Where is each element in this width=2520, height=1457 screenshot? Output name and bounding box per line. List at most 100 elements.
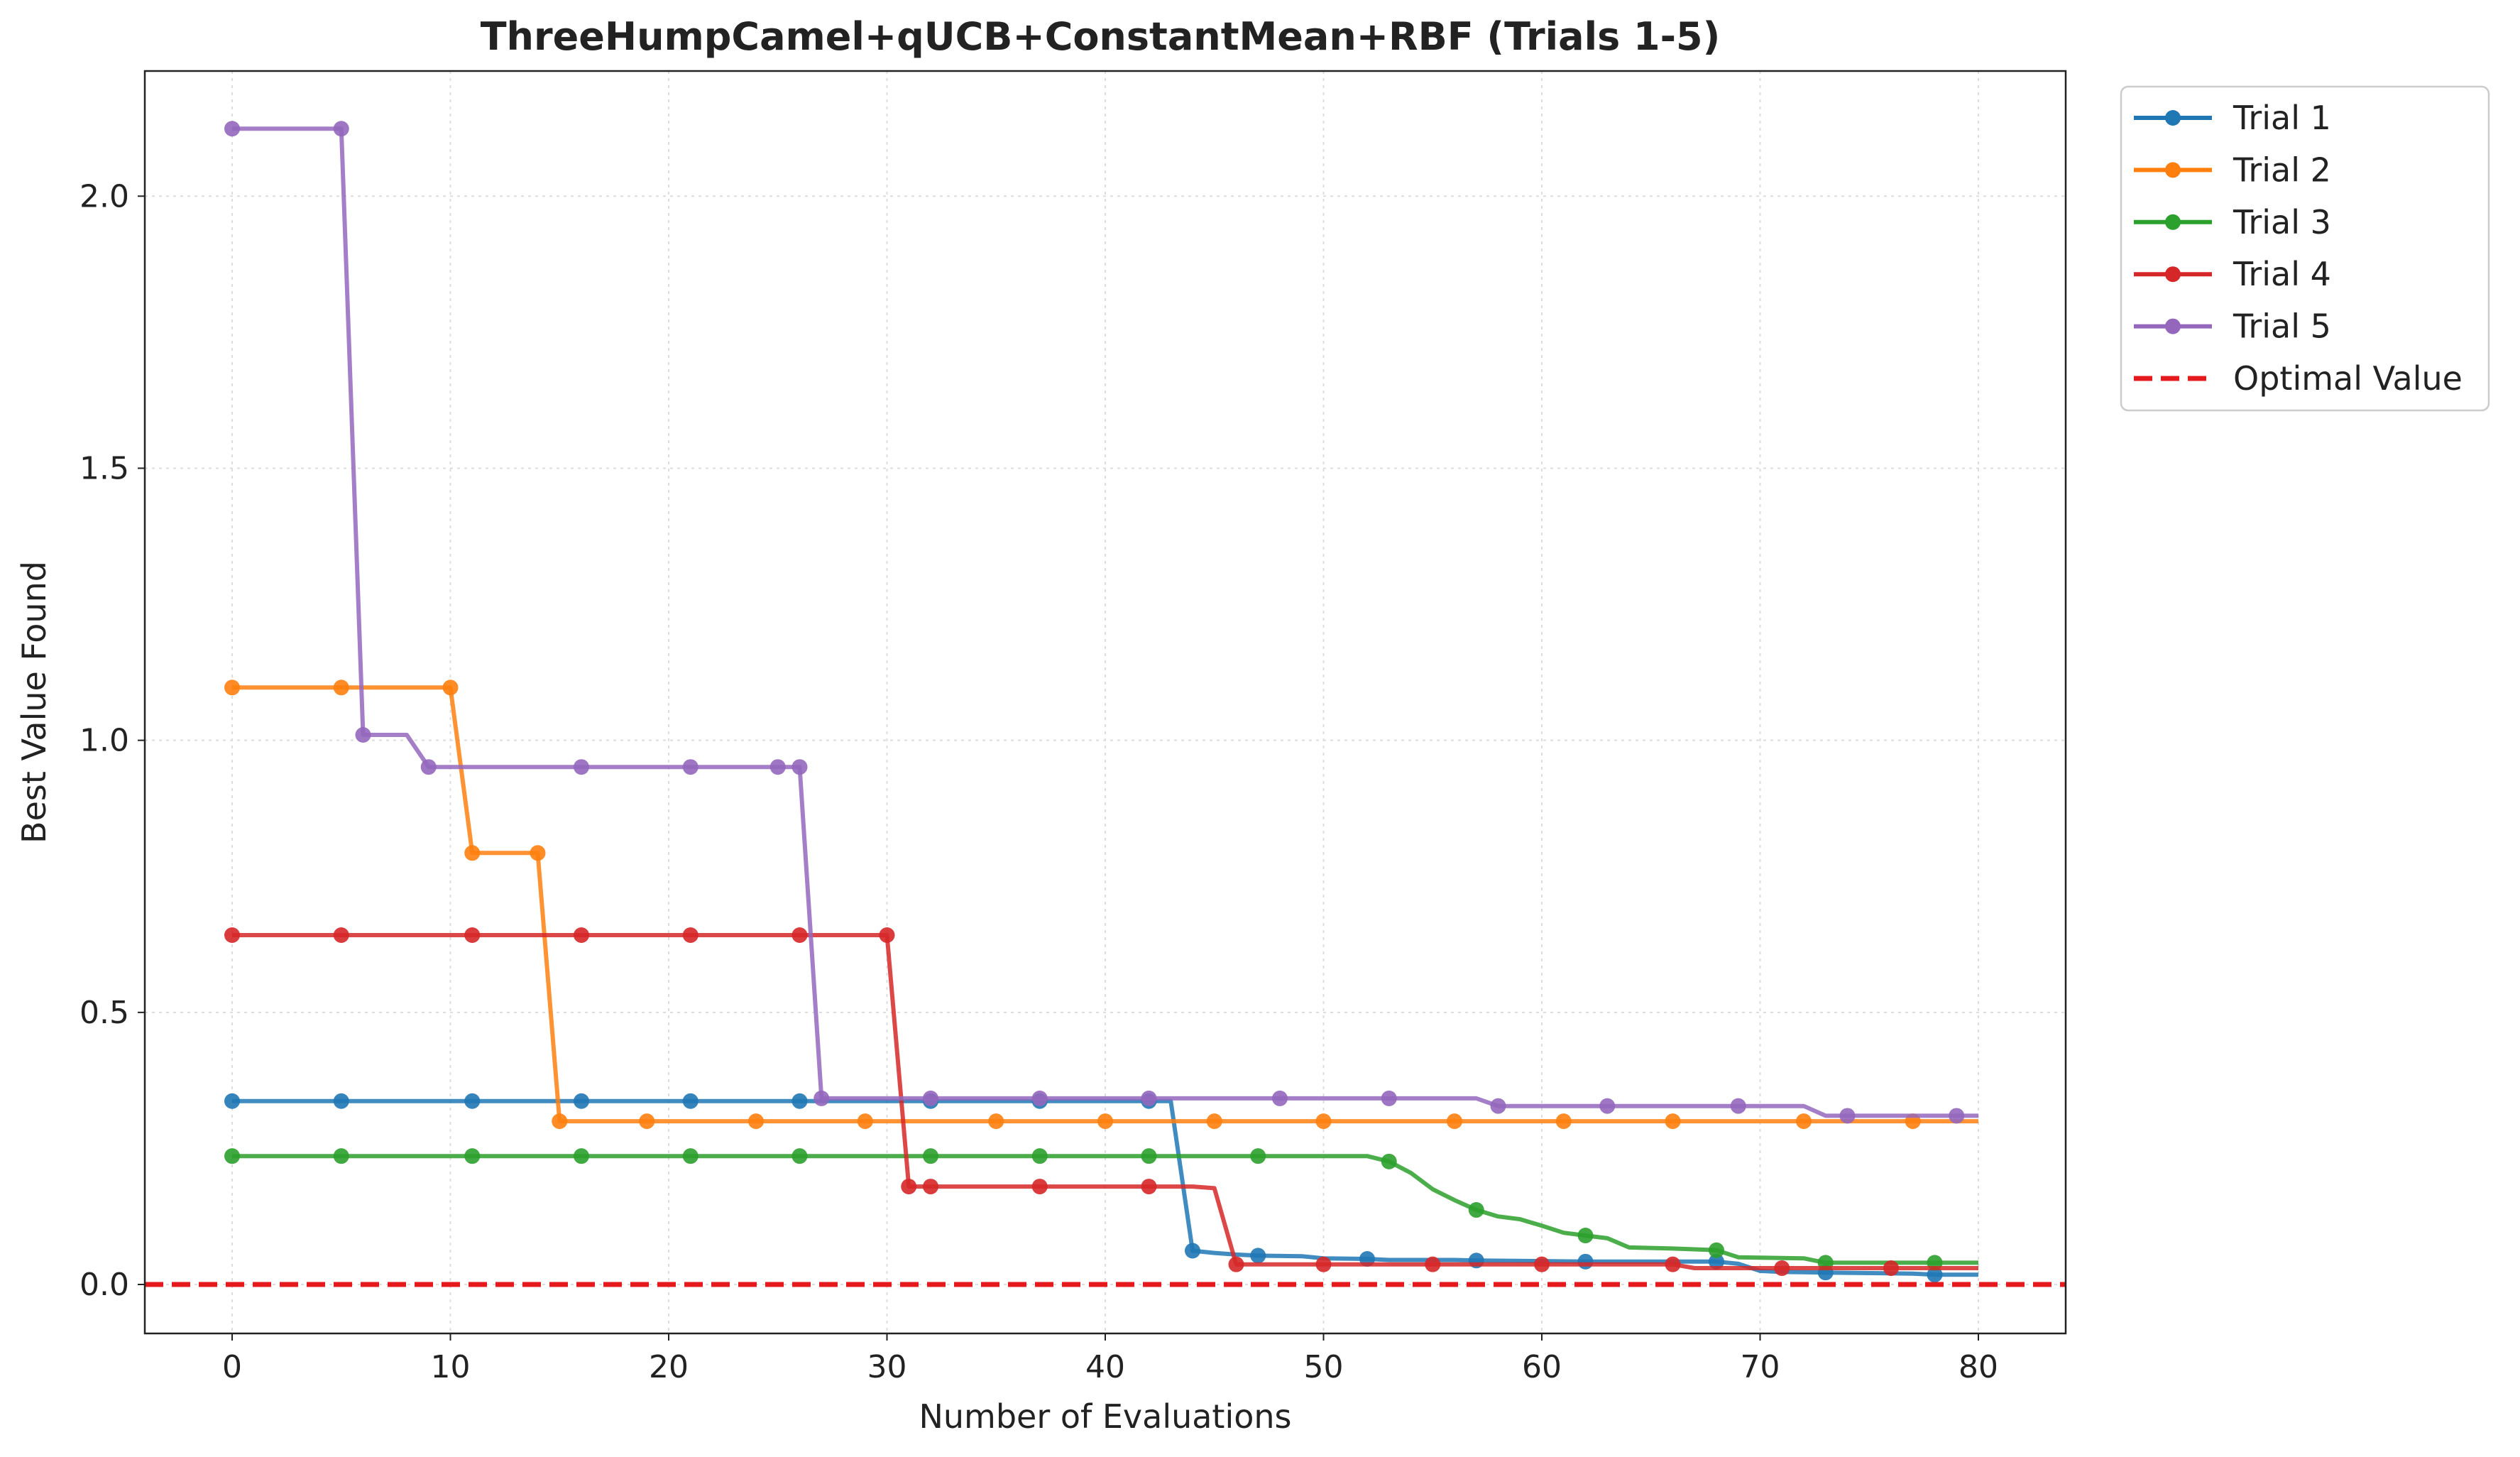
data-point: [988, 1113, 1004, 1130]
data-point: [1250, 1148, 1266, 1164]
legend-label: Optimal Value: [2233, 359, 2463, 398]
legend-entry: Optimal Value: [2134, 359, 2463, 398]
data-point: [682, 1148, 699, 1164]
data-point: [333, 680, 349, 696]
data-point: [813, 1090, 830, 1106]
data-point: [682, 759, 699, 775]
series-line: [232, 126, 1978, 1118]
x-tick-label: 30: [867, 1349, 907, 1385]
data-point: [464, 1093, 481, 1109]
data-point: [1031, 1090, 1048, 1106]
data-point: [442, 680, 459, 696]
data-point: [1141, 1148, 1157, 1164]
data-point: [1250, 1248, 1266, 1264]
legend-entry: Trial 2: [2134, 151, 2331, 189]
data-point: [574, 1148, 589, 1164]
data-point: [224, 1148, 240, 1164]
legend-entry: Trial 1: [2134, 99, 2331, 137]
legend-marker: [2165, 266, 2181, 283]
y-tick-label: 1.5: [80, 450, 129, 486]
data-point: [1425, 1256, 1441, 1272]
data-point: [420, 759, 437, 775]
data-point: [1927, 1267, 1943, 1283]
data-point: [552, 1113, 568, 1130]
data-point: [1555, 1113, 1572, 1130]
legend-marker: [2165, 318, 2181, 334]
data-point: [224, 121, 240, 137]
data-point: [1577, 1228, 1594, 1244]
legend-entry: Trial 4: [2134, 255, 2331, 293]
data-point: [1665, 1256, 1681, 1272]
data-point: [1599, 1098, 1616, 1114]
y-axis-label: Best Value Found: [15, 561, 53, 844]
y-axis-ticks: 0.0 0.5 1.0 1.5 2.0: [80, 178, 145, 1303]
legend-label: Trial 2: [2233, 151, 2331, 189]
data-point: [879, 927, 895, 944]
series-line: [232, 1098, 1978, 1277]
data-point: [1315, 1256, 1332, 1272]
data-point: [901, 1179, 917, 1195]
data-point: [1097, 1113, 1113, 1130]
x-tick-label: 80: [1959, 1349, 1998, 1385]
data-point: [224, 1093, 240, 1109]
data-point: [748, 1113, 764, 1130]
x-tick-label: 70: [1741, 1349, 1780, 1385]
data-point: [1381, 1090, 1397, 1106]
data-point: [1709, 1253, 1724, 1270]
data-point: [1185, 1243, 1200, 1259]
data-point: [923, 1090, 938, 1106]
x-tick-label: 20: [649, 1349, 689, 1385]
x-tick-label: 50: [1304, 1349, 1344, 1385]
data-point: [1534, 1256, 1550, 1272]
data-point: [1577, 1253, 1594, 1270]
y-tick-label: 0.5: [80, 995, 129, 1031]
series-line: [232, 685, 1978, 1124]
data-point: [224, 680, 240, 696]
data-point: [1468, 1202, 1484, 1218]
data-point: [1447, 1113, 1462, 1130]
y-tick-label: 1.0: [80, 723, 129, 759]
data-point: [1272, 1090, 1288, 1106]
data-point: [1031, 1148, 1048, 1164]
data-point: [355, 726, 371, 743]
series-line: [232, 1154, 1978, 1265]
data-point: [682, 1093, 699, 1109]
data-point: [574, 1093, 589, 1109]
legend-label: Trial 4: [2233, 255, 2331, 293]
legend-label: Trial 1: [2233, 99, 2331, 137]
series-group: [224, 121, 1978, 1283]
legend-box: [2120, 85, 2490, 412]
data-point: [791, 1093, 808, 1109]
data-point: [1665, 1113, 1681, 1130]
legend-marker: [2165, 214, 2181, 230]
data-point: [1228, 1256, 1244, 1272]
data-point: [1206, 1113, 1222, 1130]
data-point: [574, 759, 589, 775]
series-line: [232, 933, 1978, 1270]
x-tick-label: 40: [1085, 1349, 1125, 1385]
legend-label: Trial 5: [2233, 307, 2331, 346]
legend: Trial 1 Trial 2 Trial 3 Trial 4 Trial 5 Optim…: [2120, 85, 2490, 412]
legend-label: Trial 3: [2233, 203, 2331, 241]
legend-marker: [2165, 162, 2181, 178]
data-point: [1796, 1113, 1812, 1130]
data-point: [1031, 1179, 1048, 1195]
x-tick-label: 60: [1522, 1349, 1562, 1385]
data-point: [530, 845, 546, 861]
data-point: [1883, 1260, 1899, 1277]
series-trial-5: [224, 121, 1978, 1124]
data-point: [1774, 1260, 1790, 1277]
data-point: [333, 1148, 349, 1164]
data-point: [791, 759, 808, 775]
data-point: [464, 1148, 481, 1164]
x-tick-label: 0: [222, 1349, 242, 1385]
data-point: [791, 1148, 808, 1164]
chart-title: ThreeHumpCamel+qUCB+ConstantMean+RBF (Tr…: [481, 14, 1721, 59]
legend-marker: [2165, 110, 2181, 126]
legend-entry: Trial 5: [2134, 307, 2331, 346]
x-axis-label: Number of Evaluations: [919, 1397, 1291, 1436]
data-point: [1709, 1242, 1724, 1258]
data-point: [769, 759, 786, 775]
